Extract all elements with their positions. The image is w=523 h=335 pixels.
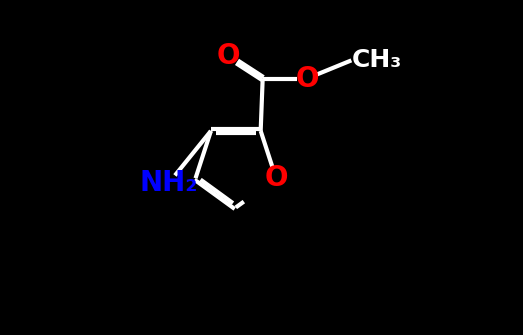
- Text: O: O: [217, 42, 240, 70]
- Text: CH₃: CH₃: [351, 48, 402, 72]
- Text: NH₂: NH₂: [140, 169, 198, 197]
- Text: O: O: [295, 65, 319, 92]
- Text: O: O: [264, 164, 288, 192]
